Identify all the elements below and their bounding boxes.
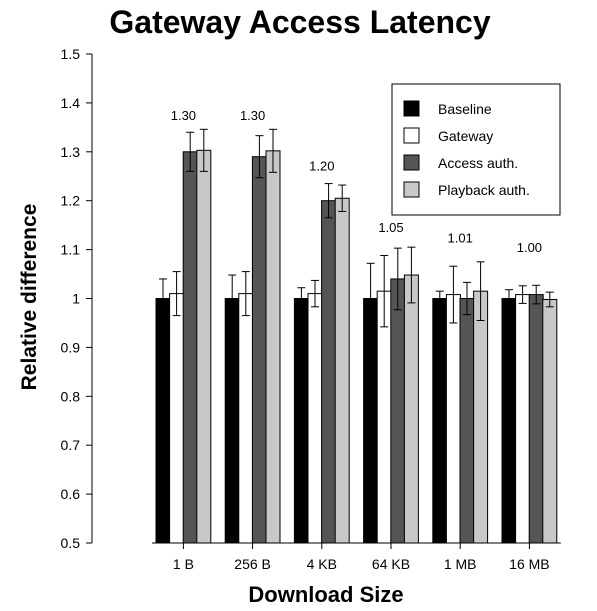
- legend-label: Playback auth.: [438, 182, 530, 198]
- bar: [238, 293, 254, 544]
- data-label: 1.30: [171, 108, 196, 123]
- legend-label: Baseline: [438, 101, 492, 117]
- bar: [155, 298, 171, 544]
- legend-label: Access auth.: [438, 155, 518, 171]
- y-tick-label: 0.8: [61, 388, 81, 404]
- y-axis: 0.5 0.6 0.7 0.8 0.9 1 1.1 1.2 1.3 1.4 1.5: [61, 46, 93, 551]
- x-tick-label: 16 MB: [509, 556, 549, 572]
- bar: [501, 298, 517, 544]
- legend-swatch: [403, 154, 420, 171]
- bar: [390, 278, 406, 544]
- y-tick-label: 0.7: [61, 437, 81, 453]
- y-tick-label: 0.5: [61, 535, 81, 551]
- y-tick-label: 1: [72, 291, 80, 307]
- annotations: 1.30 1.30 1.20 1.05 1.01 1.00: [171, 108, 542, 255]
- legend-swatch: [403, 127, 420, 144]
- bar: [182, 151, 198, 544]
- bar: [169, 293, 185, 544]
- data-label: 1.00: [517, 240, 542, 255]
- x-tick-label: 64 KB: [372, 556, 410, 572]
- bar: [334, 197, 350, 544]
- data-label: 1.30: [240, 108, 265, 123]
- legend-swatch: [403, 100, 420, 117]
- bar: [459, 298, 475, 544]
- y-tick-label: 1.3: [61, 144, 81, 160]
- bar: [293, 298, 309, 544]
- legend-box: [391, 83, 561, 216]
- bars: [155, 128, 558, 544]
- bar: [307, 293, 323, 544]
- bar: [321, 200, 337, 544]
- x-axis: 1 B 256 B 4 KB 64 KB 1 MB 16 MB: [152, 542, 561, 572]
- y-tick-label: 1.1: [61, 242, 81, 258]
- data-label: 1.20: [309, 158, 334, 173]
- y-tick-label: 1.2: [61, 193, 81, 209]
- y-tick-label: 0.6: [61, 486, 81, 502]
- y-tick-label: 1.5: [61, 46, 81, 62]
- legend-label: Gateway: [438, 128, 493, 144]
- legend: Baseline Gateway Access auth. Playback auth…: [391, 83, 561, 216]
- bar: [363, 298, 379, 544]
- x-axis-label: Download Size: [248, 582, 403, 607]
- bar: [542, 298, 558, 544]
- bar: [376, 290, 392, 544]
- bar: [515, 294, 531, 544]
- y-tick-label: 1.4: [61, 95, 81, 111]
- x-tick-label: 1 MB: [444, 556, 477, 572]
- bar: [196, 149, 212, 544]
- data-label: 1.01: [448, 230, 473, 245]
- bar: [473, 290, 489, 544]
- bar: [403, 274, 419, 544]
- data-label: 1.05: [378, 220, 403, 235]
- bar: [265, 150, 281, 544]
- x-tick-label: 4 KB: [307, 556, 337, 572]
- y-axis-label: Relative difference: [18, 204, 41, 391]
- bar: [432, 298, 448, 544]
- y-tick-label: 0.9: [61, 339, 81, 355]
- bar: [528, 294, 544, 544]
- legend-swatch: [403, 181, 420, 198]
- x-tick-label: 1 B: [173, 556, 194, 572]
- bar: [445, 294, 461, 544]
- x-tick-label: 256 B: [234, 556, 271, 572]
- bar: [251, 156, 267, 544]
- bar: [224, 298, 240, 544]
- chart-title: Gateway Access Latency: [109, 4, 490, 40]
